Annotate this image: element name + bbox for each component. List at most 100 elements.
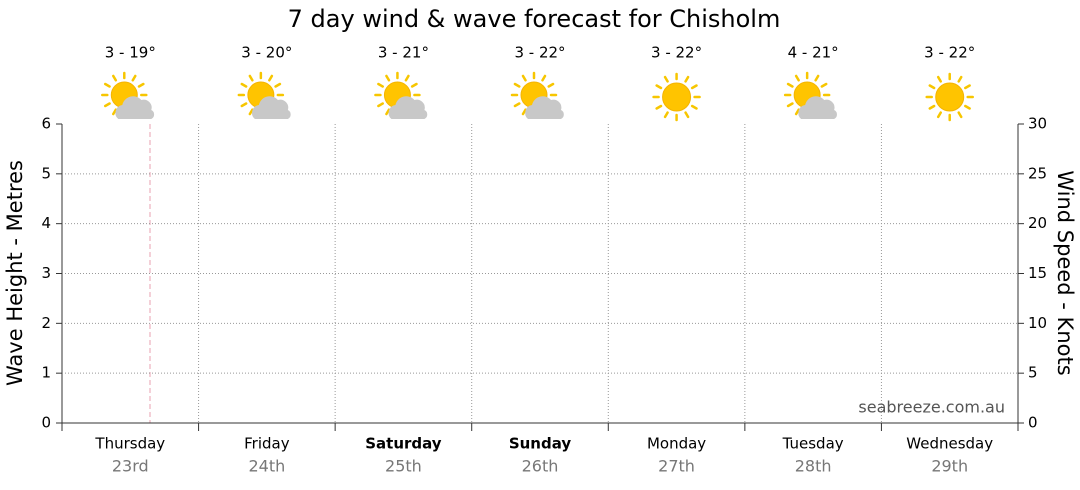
sun (935, 82, 965, 112)
day-label: Saturday (365, 435, 442, 453)
date-label: 25th (385, 457, 422, 476)
weather-icon (510, 71, 564, 119)
sun-ray (957, 75, 963, 83)
sun-ray (404, 74, 410, 82)
day-label: Monday (647, 435, 706, 453)
temperature: 3 - 19° (105, 44, 156, 62)
temperature: 3 - 22° (924, 44, 975, 62)
sun-ray (248, 74, 254, 82)
date-label: 28th (795, 457, 832, 476)
temperature: 3 - 21° (378, 44, 429, 62)
sun-ray (547, 82, 555, 88)
weather-icon (374, 71, 428, 119)
sun-ray (103, 102, 111, 108)
sun-ray (513, 102, 521, 108)
cloud (388, 96, 428, 119)
y2-tick-label: 20 (1028, 214, 1047, 232)
sun-ray (928, 84, 936, 90)
y2-axis-title: Wind Speed - Knots (1053, 170, 1077, 375)
sun-ray (655, 104, 663, 110)
sun-ray (248, 108, 254, 116)
sun-ray (814, 74, 820, 82)
sun-ray (684, 111, 690, 119)
sun-ray (103, 82, 111, 88)
weather-icon (925, 72, 974, 122)
sun-ray (794, 108, 800, 116)
sun-ray (936, 75, 942, 83)
sun-ray (786, 82, 794, 88)
date-label: 27th (658, 457, 695, 476)
weather-icon (652, 72, 701, 122)
sun (662, 82, 692, 112)
y-tick-label: 1 (41, 364, 51, 382)
sun-ray (137, 82, 145, 88)
y2-tick-label: 0 (1028, 414, 1038, 432)
y-tick-label: 2 (41, 314, 51, 332)
sun-ray (521, 108, 527, 116)
sun-ray (663, 111, 669, 119)
sun-ray (410, 82, 418, 88)
sun-ray (684, 75, 690, 83)
date-label: 24th (248, 457, 285, 476)
sun-ray (377, 82, 384, 88)
cloud (115, 96, 155, 119)
sun-ray (663, 75, 669, 83)
date-label: 23rd (112, 457, 149, 476)
day-label: Thursday (94, 435, 165, 453)
temperature: 3 - 22° (651, 44, 702, 62)
sun-ray (964, 84, 971, 90)
temperature: 3 - 22° (514, 44, 565, 62)
sun-ray (268, 74, 274, 82)
sun-ray (385, 108, 391, 116)
y-tick-label: 4 (41, 214, 51, 232)
cloud (798, 96, 837, 119)
y2-tick-label: 5 (1028, 364, 1038, 382)
sun-ray (936, 111, 942, 119)
y-tick-label: 5 (41, 164, 51, 182)
y2-tick-label: 10 (1028, 314, 1047, 332)
weather-icon (237, 71, 291, 119)
sun-ray (690, 104, 698, 110)
sun-ray (385, 74, 391, 82)
y-tick-label: 3 (41, 264, 51, 282)
sun-ray (521, 74, 527, 82)
y-axis-title: Wave Height - Metres (3, 160, 27, 386)
sun-ray (131, 74, 137, 82)
y2-tick-label: 15 (1028, 264, 1047, 282)
day-label: Friday (244, 435, 290, 453)
y2-tick-label: 25 (1028, 164, 1047, 182)
sun-ray (786, 102, 794, 108)
sun-ray (957, 111, 963, 119)
cloud (525, 96, 564, 119)
sun-ray (820, 82, 828, 88)
sun-ray (655, 84, 663, 90)
sun-ray (112, 108, 118, 116)
sun-ray (377, 102, 384, 108)
sun-ray (928, 104, 936, 110)
sun-ray (794, 74, 800, 82)
sun-ray (964, 104, 971, 110)
watermark: seabreeze.com.au (858, 398, 1005, 417)
temperature: 3 - 20° (241, 44, 292, 62)
temperature: 4 - 21° (788, 44, 839, 62)
date-label: 26th (522, 457, 559, 476)
sun-ray (240, 82, 248, 88)
day-label: Sunday (509, 435, 572, 453)
y2-tick-label: 30 (1028, 115, 1047, 133)
y-tick-label: 0 (41, 414, 51, 432)
weather-icon (783, 71, 837, 119)
sun-ray (240, 102, 248, 108)
sun-ray (513, 82, 521, 88)
day-label: Wednesday (906, 435, 993, 453)
sun-ray (541, 74, 547, 82)
date-label: 29th (931, 457, 968, 476)
sun-ray (112, 74, 118, 82)
y-tick-label: 6 (41, 115, 51, 133)
sun-ray (274, 82, 282, 88)
cloud (252, 96, 291, 119)
weather-icon (101, 71, 155, 119)
sun-ray (690, 84, 698, 90)
chart-title: 7 day wind & wave forecast for Chisholm (288, 5, 781, 33)
day-label: Tuesday (782, 435, 844, 453)
